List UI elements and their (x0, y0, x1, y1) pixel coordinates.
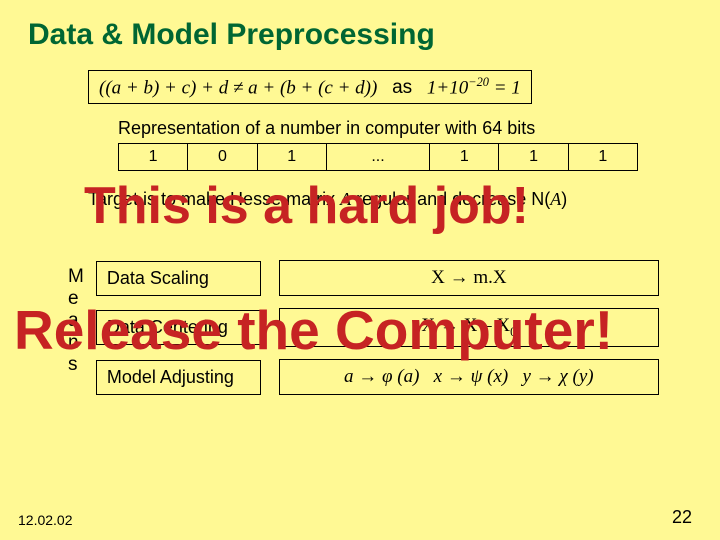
method-formula: X → m.X (279, 260, 659, 296)
target-A: A (340, 189, 351, 209)
bit-cell: 1 (498, 143, 568, 171)
method-label: Data Scaling (96, 261, 261, 296)
target-prefix: Target is to make Hesse matrix (88, 189, 340, 209)
bit-cell: 1 (118, 143, 188, 171)
bit-cell-ellipsis: ... (326, 143, 430, 171)
bit-cell: 1 (429, 143, 499, 171)
target-text: Target is to make Hesse matrix A regular… (88, 189, 692, 210)
method-label: Data Centering (96, 310, 261, 345)
target-N: N( (531, 189, 550, 209)
footer-page: 22 (672, 507, 692, 528)
equation-right-prefix: 1+10 (427, 77, 468, 98)
target-A2: A (550, 189, 561, 209)
method-label: Model Adjusting (96, 360, 261, 395)
equation-box: ((a + b) + c) + d ≠ a + (b + (c + d)) as… (88, 70, 532, 104)
target-mid: regular and decrease (351, 189, 531, 209)
target-end: ) (561, 189, 567, 209)
method-formula: a → φ (a) x → ψ (x) y → χ (y) (279, 359, 659, 395)
equation-left: ((a + b) + c) + d ≠ a + (b + (c + d)) (99, 77, 377, 98)
equation-as: as (392, 77, 412, 98)
footer-date: 12.02.02 (18, 512, 73, 528)
methods-list: Data Scaling X → m.X Data Centering X → … (96, 260, 659, 395)
slide-title: Data & Model Preprocessing (28, 18, 692, 52)
bits-row: 1 0 1 ... 1 1 1 (118, 143, 638, 171)
method-row: Data Centering X → X – X0 (96, 308, 659, 347)
equation-right-suffix: = 1 (489, 77, 521, 98)
bit-cell: 1 (568, 143, 638, 171)
bit-cell: 0 (187, 143, 257, 171)
bit-cell: 1 (257, 143, 327, 171)
representation-text: Representation of a number in computer w… (118, 118, 692, 139)
equation-exp: −20 (468, 75, 489, 89)
slide: Data & Model Preprocessing ((a + b) + c)… (0, 0, 720, 540)
method-formula: X → X – X0 (279, 308, 659, 347)
means-label: Means (68, 260, 84, 395)
method-row: Data Scaling X → m.X (96, 260, 659, 296)
method-row: Model Adjusting a → φ (a) x → ψ (x) y → … (96, 359, 659, 395)
methods-section: Means Data Scaling X → m.X Data Centerin… (68, 260, 692, 395)
